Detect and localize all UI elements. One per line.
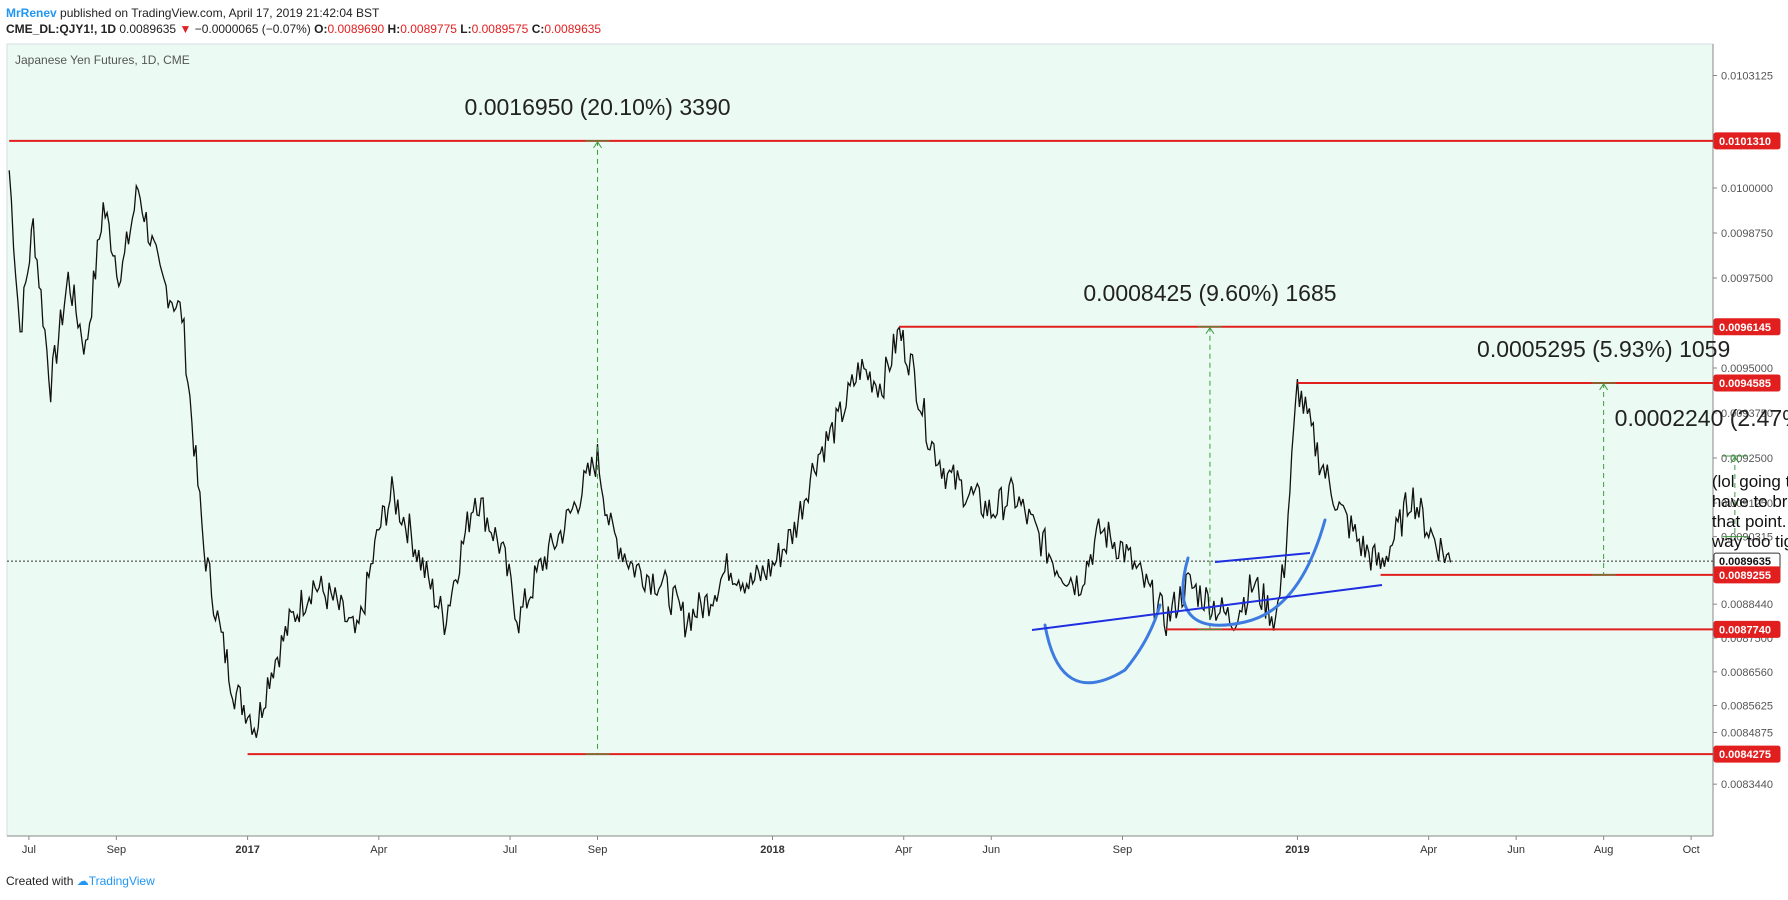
x-tick-label: Jul <box>503 844 517 856</box>
x-tick-label: 2019 <box>1285 844 1309 856</box>
measure-label: 0.0005295 (5.93%) 1059 <box>1477 336 1730 362</box>
x-tick-label: Sep <box>1113 844 1133 856</box>
arrow-up-icon <box>1730 456 1740 464</box>
annotation-text: (lol going tohave to break atthat point.… <box>1711 472 1788 551</box>
x-tick-label: Oct <box>1683 844 1700 856</box>
price-label-text: 0.0089255 <box>1719 570 1771 582</box>
price-label-text: 0.0096145 <box>1719 322 1771 334</box>
ohlc-line: CME_DL:QJY1!, 1D 0.0089635 ▼ −0.0000065 … <box>6 21 601 37</box>
range-measures[interactable]: 0.0016950 (20.10%) 3390 0.0008425 (9.60%)… <box>465 94 1788 755</box>
y-tick-label: 0.0084875 <box>1721 728 1773 740</box>
y-tick-label: 0.0091250 <box>1721 498 1773 510</box>
trendline-2[interactable] <box>1214 552 1311 563</box>
cup-shape-2[interactable] <box>1181 518 1327 627</box>
x-tick-label: Aug <box>1594 844 1614 856</box>
low-value: 0.0089575 <box>471 22 529 36</box>
x-axis-ticks: Jul Sep 2017 Apr Jul Sep 2018 Apr Jun Sep 2019 Apr J… <box>22 836 1700 856</box>
price-label-text: 0.0094585 <box>1719 378 1771 390</box>
trendline-1[interactable] <box>1031 584 1383 631</box>
price-label-text: 0.0089635 <box>1719 556 1771 568</box>
cup-shape-1[interactable] <box>1043 603 1162 685</box>
open-value: 0.0089690 <box>327 22 385 36</box>
chart-header: MrRenev published on TradingView.com, Ap… <box>6 5 601 37</box>
y-tick-label: 0.0093750 <box>1721 408 1773 420</box>
close-label: C: <box>531 22 545 36</box>
publish-info: published on TradingView.com, April 17, … <box>60 6 380 20</box>
x-tick-label: Apr <box>895 844 912 856</box>
y-tick-label: 0.0098750 <box>1721 228 1773 240</box>
x-tick-label: Apr <box>370 844 387 856</box>
x-tick-label: 2018 <box>760 844 784 856</box>
measure-label: 0.0016950 (20.10%) 3390 <box>465 94 731 120</box>
y-tick-label: 0.0092500 <box>1721 453 1773 465</box>
price-label-box <box>1713 318 1781 336</box>
brand-link[interactable]: TradingView <box>88 874 155 888</box>
y-tick-label: 0.0088440 <box>1721 599 1773 611</box>
measure-label: 0.0008425 (9.60%) 1685 <box>1083 280 1336 306</box>
price-label-box <box>1713 745 1781 763</box>
x-tick-label: Jul <box>22 844 36 856</box>
high-label: H: <box>387 22 401 36</box>
price-label-box <box>1713 132 1781 150</box>
y-tick-label: 0.0097500 <box>1721 273 1773 285</box>
created-with: Created with <box>6 874 74 888</box>
y-axis-ticks: 0.0103125 0.0100000 0.0098750 0.0097500 0.00… <box>1713 71 1773 791</box>
x-tick-label: Jun <box>1507 844 1525 856</box>
x-tick-label: Apr <box>1420 844 1437 856</box>
y-tick-label: 0.0086560 <box>1721 667 1773 679</box>
y-tick-label: 0.0103125 <box>1721 71 1773 83</box>
arrow-up-icon <box>1205 326 1215 335</box>
tradingview-cloud-icon: ☁ <box>76 874 89 888</box>
y-tick-label: 0.0085625 <box>1721 701 1773 713</box>
annotation-line: (lol going to <box>1712 472 1788 491</box>
y-tick-label: 0.0100000 <box>1721 183 1773 195</box>
author-name[interactable]: MrRenev <box>6 6 57 20</box>
price-label-text: 0.0084275 <box>1719 749 1771 761</box>
x-tick-label: Jun <box>982 844 1000 856</box>
price-label-text: 0.0087740 <box>1719 624 1771 636</box>
down-arrow-icon: ▼ <box>179 22 192 36</box>
annotation-line: that point... <box>1712 512 1788 531</box>
chart-title: Japanese Yen Futures, 1D, CME <box>15 53 190 67</box>
publish-line: MrRenev published on TradingView.com, Ap… <box>6 5 601 21</box>
price-change: −0.0000065 (−0.07%) <box>194 22 311 36</box>
x-tick-label: Sep <box>107 844 127 856</box>
price-label-text: 0.0101310 <box>1719 136 1771 148</box>
arrow-up-icon <box>593 140 602 149</box>
chart-footer: Created with ☁TradingView <box>6 874 155 888</box>
y-tick-label: 0.0083440 <box>1721 779 1773 791</box>
symbol-label: CME_DL:QJY1!, 1D <box>6 22 117 36</box>
horizontal-levels[interactable] <box>9 139 1713 756</box>
y-tick-label: 0.0095000 <box>1721 363 1773 375</box>
low-label: L: <box>460 22 472 36</box>
plot-area[interactable] <box>6 43 1714 837</box>
annotation-line: have to break at <box>1712 492 1788 511</box>
x-tick-label: Sep <box>588 844 608 856</box>
high-value: 0.0089775 <box>400 22 457 36</box>
y-tick-label: 0.0090315 <box>1721 532 1773 544</box>
price-labels: 0.0101310 0.0096145 0.0094585 0.0089635 0.00… <box>1713 132 1781 763</box>
open-label: O: <box>314 22 328 36</box>
measure-label: 0.0002240 (2.47%) 448 <box>1615 405 1788 431</box>
last-price: 0.0089635 <box>119 22 177 36</box>
arrow-up-icon <box>1599 383 1609 391</box>
x-tick-label: 2017 <box>235 844 259 856</box>
drawn-shapes[interactable] <box>1031 518 1383 685</box>
price-label-box <box>1713 566 1781 584</box>
price-label-box <box>1713 374 1781 392</box>
price-label-box <box>1713 620 1781 638</box>
annotation-line: way too tight) <box>1711 532 1788 551</box>
close-value: 0.0089635 <box>544 22 602 36</box>
